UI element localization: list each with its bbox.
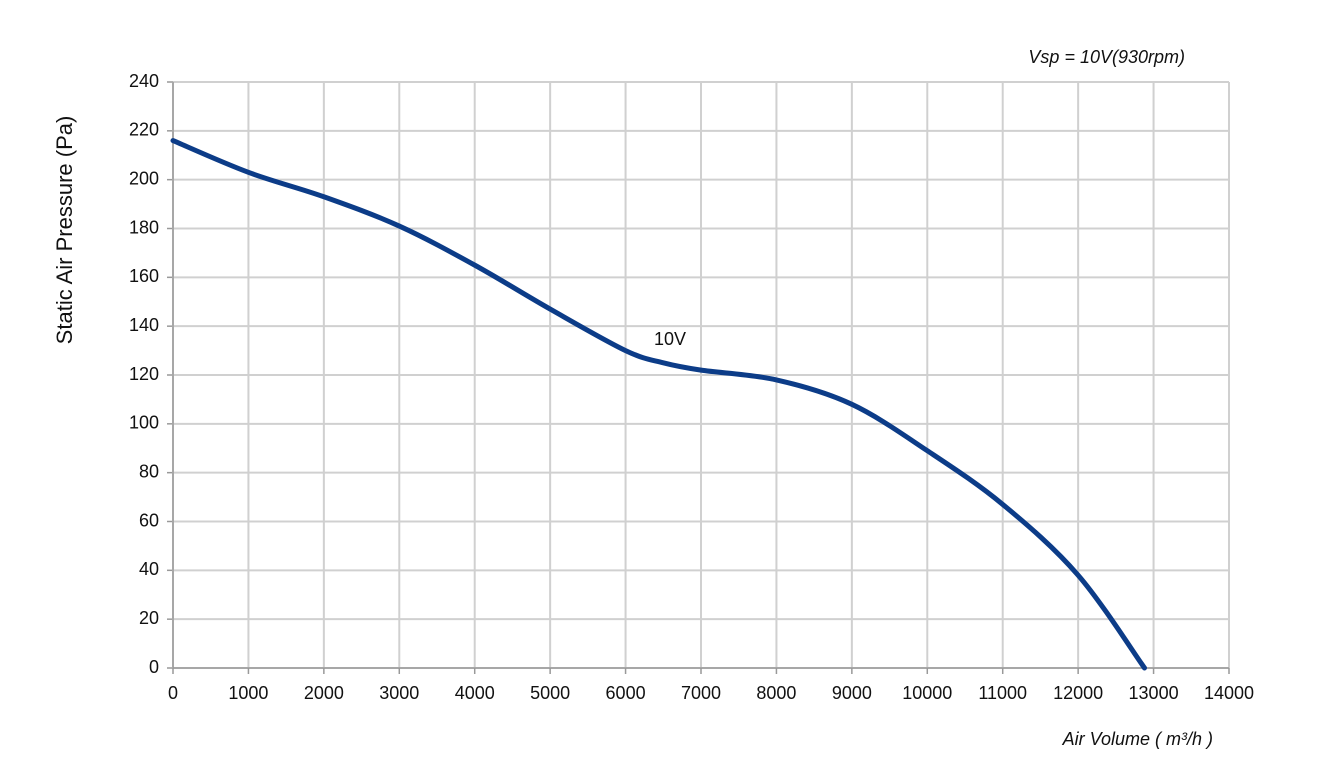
x-tick-label: 8000: [756, 683, 796, 703]
x-tick-label: 13000: [1129, 683, 1179, 703]
y-tick-label: 220: [129, 120, 159, 140]
x-tick-label: 1000: [228, 683, 268, 703]
y-axis-label: Static Air Pressure (Pa): [52, 116, 77, 345]
x-tick-label: 2000: [304, 683, 344, 703]
y-tick-label: 0: [149, 657, 159, 677]
y-tick-label: 160: [129, 266, 159, 286]
x-tick-label: 12000: [1053, 683, 1103, 703]
x-tick-label: 0: [168, 683, 178, 703]
y-tick-label: 180: [129, 217, 159, 237]
x-tick-label: 10000: [902, 683, 952, 703]
series-label: 10V: [654, 329, 686, 349]
y-tick-label: 120: [129, 364, 159, 384]
y-tick-label: 20: [139, 608, 159, 628]
y-tick-label: 100: [129, 413, 159, 433]
x-tick-label: 4000: [455, 683, 495, 703]
x-tick-label: 7000: [681, 683, 721, 703]
x-tick-label: 11000: [978, 683, 1027, 703]
x-axis-label: Air Volume ( m³/h ): [1062, 729, 1213, 749]
x-tick-label: 9000: [832, 683, 872, 703]
x-tick-label: 5000: [530, 683, 570, 703]
y-tick-label: 140: [129, 315, 159, 335]
annotation: Vsp = 10V(930rpm): [1028, 47, 1185, 67]
x-tick-label: 3000: [379, 683, 419, 703]
y-tick-label: 200: [129, 168, 159, 188]
y-tick-label: 240: [129, 71, 159, 91]
x-tick-label: 6000: [606, 683, 646, 703]
line-series: [170, 138, 1148, 671]
y-tick-label: 60: [139, 510, 159, 530]
y-tick-label: 80: [139, 461, 159, 481]
y-tick-label: 40: [139, 559, 159, 579]
x-tick-label: 14000: [1204, 683, 1254, 703]
